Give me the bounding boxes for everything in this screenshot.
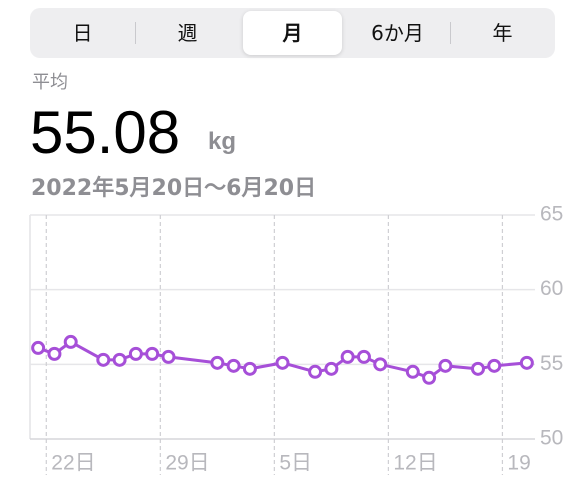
average-label: 平均 xyxy=(32,72,68,93)
x-tick-label: 12日 xyxy=(393,452,437,475)
point xyxy=(47,346,62,361)
point xyxy=(275,355,290,370)
point xyxy=(519,355,534,370)
point xyxy=(96,352,111,367)
y-tick-label: 55 xyxy=(540,352,563,375)
point xyxy=(405,364,420,379)
point xyxy=(242,361,257,376)
average-value: 55.08 xyxy=(30,99,181,166)
point xyxy=(145,346,160,361)
tab[interactable]: 6か月 xyxy=(371,21,424,45)
y-tick-label: 65 xyxy=(540,203,563,226)
x-tick-label: 5日 xyxy=(279,452,312,475)
point xyxy=(63,334,78,349)
tab[interactable]: 日 xyxy=(72,21,93,45)
point xyxy=(470,361,485,376)
unit: kg xyxy=(208,128,237,155)
point xyxy=(340,349,355,364)
point xyxy=(324,361,339,376)
point xyxy=(128,346,143,361)
point xyxy=(356,349,371,364)
point xyxy=(210,355,225,370)
point xyxy=(422,370,437,385)
x-tick-label: 19 xyxy=(507,452,530,475)
y-tick-label: 50 xyxy=(540,427,563,450)
point xyxy=(31,340,46,355)
y-tick-label: 60 xyxy=(540,277,563,300)
point xyxy=(438,358,453,373)
point xyxy=(487,358,502,373)
separator xyxy=(450,22,451,44)
point xyxy=(226,358,241,373)
separator xyxy=(135,22,136,44)
x-tick-label: 29日 xyxy=(165,452,209,475)
tab[interactable]: 月 xyxy=(243,11,342,55)
x-tick-label: 22日 xyxy=(51,452,95,475)
point xyxy=(112,352,127,367)
point xyxy=(308,364,323,379)
point xyxy=(373,357,388,372)
date-range: 2022年5月20日〜6月20日 xyxy=(31,176,317,201)
point xyxy=(161,349,176,364)
segmented-control: 日 週 月 6か月 年 xyxy=(30,8,555,58)
tab[interactable]: 週 xyxy=(177,21,198,45)
tab[interactable]: 年 xyxy=(492,21,513,45)
